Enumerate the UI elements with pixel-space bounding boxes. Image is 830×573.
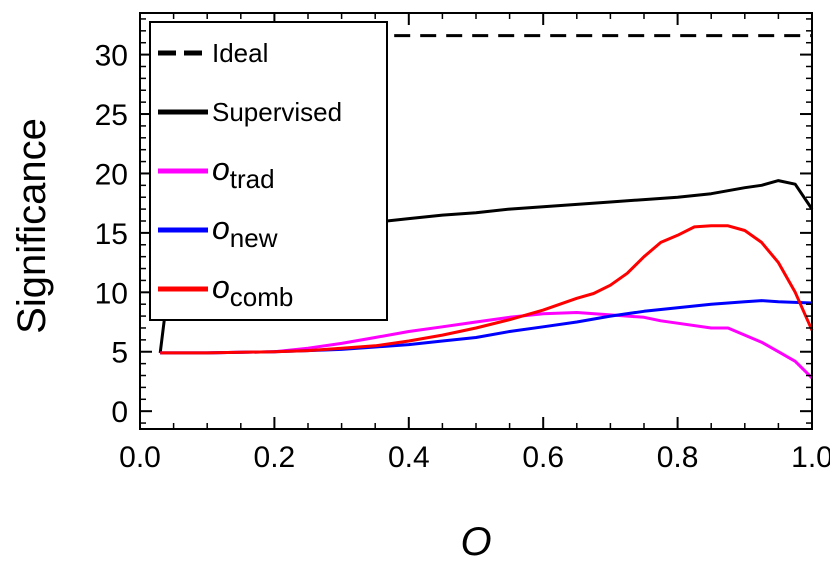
legend-entry-label: Ideal xyxy=(212,38,268,68)
x-tick-label: 0.2 xyxy=(254,441,296,474)
y-axis-label: Significance xyxy=(10,118,54,334)
legend: Ideal Supervised otrad onew ocomb xyxy=(149,21,388,321)
y-tick-label: 25 xyxy=(95,99,128,132)
x-axis-label: O xyxy=(460,520,491,564)
x-tick-label: 0.4 xyxy=(388,441,430,474)
ticks-layer: 0.0 0.2 0.4 0.6 0.8 1.0 0 5 10 15 20 25 30 xyxy=(95,13,830,474)
y-tick-label: 5 xyxy=(111,337,128,370)
y-tick-label: 15 xyxy=(95,218,128,251)
x-tick-label: 1.0 xyxy=(791,441,830,474)
legend-entry-label: otrad xyxy=(212,151,275,194)
series-line-trad xyxy=(160,311,814,379)
series-line-comb xyxy=(160,224,814,355)
legend-entry-label: ocomb xyxy=(212,269,293,312)
y-tick-label: 10 xyxy=(95,277,128,310)
y-tick-label: 20 xyxy=(95,158,128,191)
x-tick-label: 0.0 xyxy=(119,441,161,474)
y-tick-label: 0 xyxy=(111,396,128,429)
legend-entry-label: Supervised xyxy=(212,97,342,127)
x-tick-label: 0.6 xyxy=(522,441,564,474)
legend-entry-label: onew xyxy=(212,210,278,253)
x-tick-label: 0.8 xyxy=(657,441,699,474)
y-tick-label: 30 xyxy=(95,40,128,73)
